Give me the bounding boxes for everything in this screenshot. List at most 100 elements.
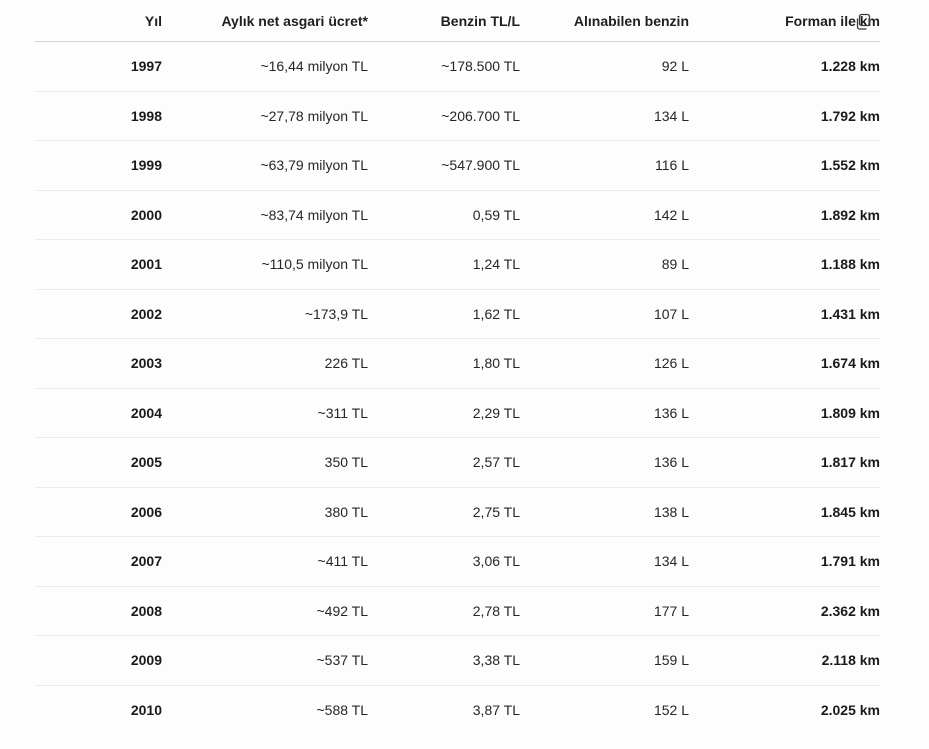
table-row: 2003 226 TL 1,80 TL 126 L 1.674 km — [35, 338, 880, 389]
table-row: 1997 ~16,44 milyon TL ~178.500 TL 92 L 1.228… — [35, 41, 880, 92]
cell-benzin-price: 1,24 TL — [368, 239, 520, 290]
cell-wage: ~110,5 milyon TL — [162, 239, 368, 290]
cell-liters: 134 L — [520, 536, 689, 587]
cell-benzin-price: 3,87 TL — [472, 701, 520, 718]
cell-benzin-price: ~547.900 TL — [368, 140, 520, 191]
cell-liters: 136 L — [520, 437, 689, 488]
data-table: Yıl Aylık net asgari ücret* Benzin TL/L … — [35, 0, 880, 734]
data-table-container: Yıl Aylık net asgari ücret* Benzin TL/L … — [35, 0, 880, 734]
cell-liters: 136 L — [520, 388, 689, 438]
cell-year: 2004 — [35, 388, 162, 438]
cell-km: 1.817 km — [689, 437, 880, 488]
cell-liters: 177 L — [520, 586, 689, 636]
header-km-label: Forman ile km — [785, 12, 880, 29]
cell-wage: ~411 TL — [162, 536, 368, 587]
table-row: 2009 ~537 TL 3,38 TL 159 L 2.118 km — [35, 635, 880, 686]
copy-icon — [854, 13, 872, 31]
cell-wage: 226 TL — [162, 338, 368, 389]
cell-wage: ~492 TL — [162, 586, 368, 636]
table-row: 2004 ~311 TL 2,29 TL 136 L 1.809 km — [35, 388, 880, 438]
cell-benzin-price: 3,06 TL — [368, 536, 520, 587]
cell-km: 2.362 km — [689, 586, 880, 636]
cell-liters: 134 L — [520, 91, 689, 141]
cell-year: 2009 — [35, 635, 162, 686]
cell-year: 2008 — [35, 586, 162, 636]
header-liters: Alınabilen benzin — [520, 0, 689, 42]
cell-liters: 107 L — [520, 289, 689, 339]
table-row: 2002 ~173,9 TL 1,62 TL 107 L 1.431 km — [35, 289, 880, 339]
cell-benzin-price: 2,78 TL — [368, 586, 520, 636]
cell-benzin-price: 0,59 TL — [368, 190, 520, 240]
cell-km: 1.791 km — [689, 536, 880, 587]
cell-km: 1.431 km — [689, 289, 880, 339]
cell-liters: 116 L — [520, 140, 689, 191]
cell-year: 2007 — [35, 536, 162, 587]
header-km: Forman ile km — [689, 0, 880, 42]
cell-wage: 350 TL — [162, 437, 368, 488]
cell-wage: ~63,79 milyon TL — [162, 140, 368, 191]
cell-km: 2.118 km — [689, 635, 880, 686]
cell-wage: ~83,74 milyon TL — [162, 190, 368, 240]
cell-liters: 89 L — [520, 239, 689, 290]
table-body: 1997 ~16,44 milyon TL ~178.500 TL 92 L 1.228… — [35, 41, 880, 735]
cell-wage: ~311 TL — [162, 388, 368, 438]
cell-year: 2003 — [35, 338, 162, 389]
table-row: 2000 ~83,74 milyon TL 0,59 TL 142 L 1.892 km — [35, 190, 880, 240]
table-row: 2006 380 TL 2,75 TL 138 L 1.845 km — [35, 487, 880, 537]
cell-year: 2010 — [130, 701, 162, 718]
cell-liters: 152 L — [653, 701, 689, 718]
header-benzin-price-label: Benzin TL/L — [440, 12, 520, 29]
cell-liters: 126 L — [520, 338, 689, 389]
cell-wage: 380 TL — [162, 487, 368, 537]
header-year-label: Yıl — [144, 12, 162, 29]
header-wage: Aylık net asgari ücret* — [162, 0, 368, 42]
table-row: 2008 ~492 TL 2,78 TL 177 L 2.362 km — [35, 586, 880, 636]
cell-km: 1.228 km — [689, 41, 880, 92]
header-benzin-price: Benzin TL/L — [368, 0, 520, 42]
cell-liters: 142 L — [520, 190, 689, 240]
cell-km: 1.674 km — [689, 338, 880, 389]
cell-wage: ~588 TL — [316, 701, 368, 718]
cell-wage: ~173,9 TL — [162, 289, 368, 339]
cell-liters: 138 L — [520, 487, 689, 537]
table-header-row: Yıl Aylık net asgari ücret* Benzin TL/L … — [35, 0, 880, 42]
cell-benzin-price: ~178.500 TL — [368, 41, 520, 92]
cell-year: 1997 — [35, 41, 162, 92]
cell-benzin-price: 1,62 TL — [368, 289, 520, 339]
cell-year: 2006 — [35, 487, 162, 537]
cell-liters: 159 L — [520, 635, 689, 686]
header-liters-label: Alınabilen benzin — [573, 12, 689, 29]
cell-year: 2005 — [35, 437, 162, 488]
cell-benzin-price: 2,75 TL — [368, 487, 520, 537]
cell-wage: ~537 TL — [162, 635, 368, 686]
cell-liters: 92 L — [520, 41, 689, 92]
cell-year: 2001 — [35, 239, 162, 290]
table-row: 2007 ~411 TL 3,06 TL 134 L 1.791 km — [35, 536, 880, 587]
cell-year: 2002 — [35, 289, 162, 339]
cell-km: 1.809 km — [689, 388, 880, 438]
table-row: 2010 ~588 TL 3,87 TL 152 L 2.025 km — [35, 685, 880, 734]
cell-km: 1.792 km — [689, 91, 880, 141]
cell-wage: ~16,44 milyon TL — [162, 41, 368, 92]
cell-km: 1.845 km — [689, 487, 880, 537]
copy-button[interactable] — [853, 12, 873, 32]
table-row: 2005 350 TL 2,57 TL 136 L 1.817 km — [35, 437, 880, 488]
cell-benzin-price: 1,80 TL — [368, 338, 520, 389]
header-year: Yıl — [35, 0, 162, 42]
table-row: 2001 ~110,5 milyon TL 1,24 TL 89 L 1.188 km — [35, 239, 880, 290]
table-row: 1998 ~27,78 milyon TL ~206.700 TL 134 L 1.79… — [35, 91, 880, 141]
cell-km: 1.552 km — [689, 140, 880, 191]
cell-km: 2.025 km — [820, 701, 880, 718]
cell-year: 1998 — [35, 91, 162, 141]
cell-benzin-price: 3,38 TL — [368, 635, 520, 686]
header-wage-label: Aylık net asgari ücret* — [221, 12, 368, 29]
cell-benzin-price: ~206.700 TL — [368, 91, 520, 141]
cell-year: 2000 — [35, 190, 162, 240]
cell-km: 1.892 km — [689, 190, 880, 240]
cell-wage: ~27,78 milyon TL — [162, 91, 368, 141]
cell-year: 1999 — [35, 140, 162, 191]
cell-benzin-price: 2,57 TL — [368, 437, 520, 488]
table-row: 1999 ~63,79 milyon TL ~547.900 TL 116 L 1.55… — [35, 140, 880, 191]
cell-benzin-price: 2,29 TL — [368, 388, 520, 438]
cell-km: 1.188 km — [689, 239, 880, 290]
